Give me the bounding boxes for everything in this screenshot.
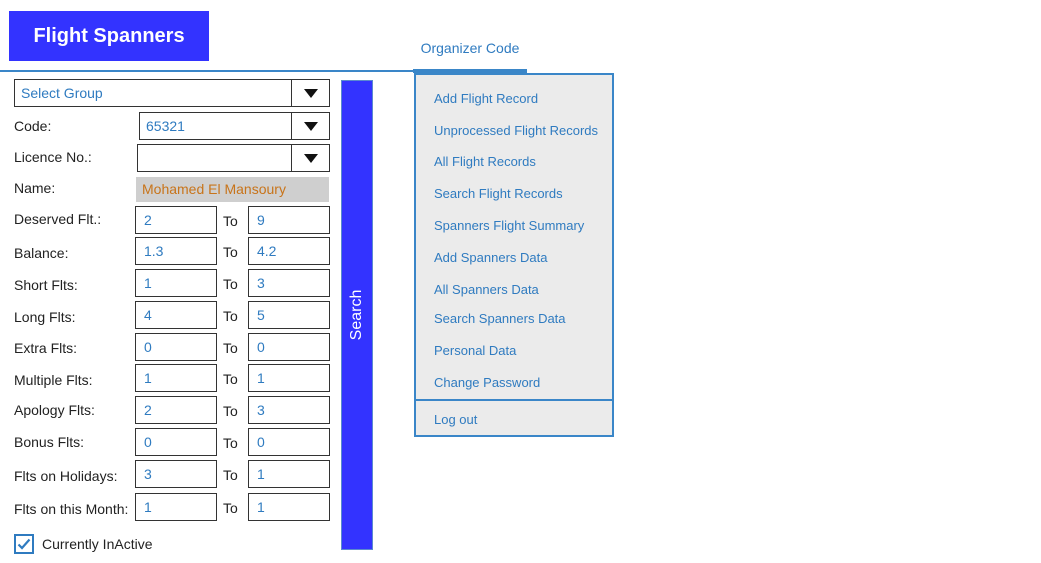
name-field: Mohamed El Mansoury <box>136 177 329 202</box>
menu-item-add-flight-record[interactable]: Add Flight Record <box>434 91 539 106</box>
to-label: To <box>223 435 238 451</box>
menu-item-log-out[interactable]: Log out <box>434 412 478 427</box>
chevron-down-icon[interactable] <box>291 145 329 171</box>
organizer-menu: Add Flight Record Unprocessed Flight Rec… <box>414 73 614 437</box>
inactive-checkbox[interactable] <box>14 534 34 554</box>
search-button[interactable]: Search <box>341 80 373 550</box>
range-from-input[interactable]: 2 <box>135 396 217 424</box>
app-logo[interactable]: Flight Spanners <box>9 11 209 61</box>
menu-item-personal-data[interactable]: Personal Data <box>434 343 517 358</box>
range-label: Flts on this Month: <box>14 501 129 517</box>
range-label: Multiple Flts: <box>14 372 93 388</box>
range-to-input[interactable]: 5 <box>248 301 330 329</box>
range-label: Apology Flts: <box>14 402 95 418</box>
menu-item-search-flight-records[interactable]: Search Flight Records <box>434 186 563 201</box>
licence-label: Licence No.: <box>14 149 92 165</box>
tab-active-indicator <box>413 69 527 73</box>
range-from-input[interactable]: 1.3 <box>135 237 217 265</box>
range-to-input[interactable]: 1 <box>248 460 330 488</box>
chevron-down-icon[interactable] <box>291 80 329 106</box>
range-label: Deserved Flt.: <box>14 211 102 227</box>
range-from-input[interactable]: 0 <box>135 333 217 361</box>
header-divider <box>0 70 415 72</box>
code-select-value: 65321 <box>146 118 185 134</box>
menu-item-all-flight-records[interactable]: All Flight Records <box>434 154 536 169</box>
to-label: To <box>223 371 238 387</box>
range-from-input[interactable]: 1 <box>135 493 217 521</box>
licence-select[interactable] <box>137 144 330 172</box>
to-label: To <box>223 276 238 292</box>
range-from-input[interactable]: 1 <box>135 364 217 392</box>
menu-item-spanners-flight-summary[interactable]: Spanners Flight Summary <box>434 218 585 233</box>
search-button-label: Search <box>348 289 365 341</box>
range-to-input[interactable]: 1 <box>248 364 330 392</box>
name-label: Name: <box>14 180 56 196</box>
menu-item-search-spanners-data[interactable]: Search Spanners Data <box>434 311 566 326</box>
to-label: To <box>223 213 238 229</box>
range-to-input[interactable]: 1 <box>248 493 330 521</box>
range-label: Balance: <box>14 245 69 261</box>
range-label: Bonus Flts: <box>14 434 85 450</box>
tab-organizer-code[interactable]: Organizer Code <box>420 40 520 56</box>
code-select[interactable]: 65321 <box>139 112 330 140</box>
range-to-input[interactable]: 0 <box>248 333 330 361</box>
range-to-input[interactable]: 9 <box>248 206 330 234</box>
code-label: Code: <box>14 118 52 134</box>
range-from-input[interactable]: 2 <box>135 206 217 234</box>
menu-divider <box>416 399 612 401</box>
range-label: Long Flts: <box>14 309 76 325</box>
range-to-input[interactable]: 3 <box>248 269 330 297</box>
menu-item-add-spanners-data[interactable]: Add Spanners Data <box>434 250 548 265</box>
to-label: To <box>223 308 238 324</box>
chevron-down-icon[interactable] <box>291 113 329 139</box>
menu-item-all-spanners-data[interactable]: All Spanners Data <box>434 282 539 297</box>
to-label: To <box>223 244 238 260</box>
menu-item-unprocessed-flight-records[interactable]: Unprocessed Flight Records <box>434 123 599 138</box>
range-to-input[interactable]: 3 <box>248 396 330 424</box>
to-label: To <box>223 500 238 516</box>
group-select[interactable]: Select Group <box>14 79 330 107</box>
range-label: Short Flts: <box>14 277 78 293</box>
range-to-input[interactable]: 0 <box>248 428 330 456</box>
inactive-checkbox-label: Currently InActive <box>42 536 153 552</box>
range-to-input[interactable]: 4.2 <box>248 237 330 265</box>
range-from-input[interactable]: 3 <box>135 460 217 488</box>
range-from-input[interactable]: 0 <box>135 428 217 456</box>
to-label: To <box>223 340 238 356</box>
range-label: Extra Flts: <box>14 340 78 356</box>
to-label: To <box>223 403 238 419</box>
range-label: Flts on Holidays: <box>14 468 118 484</box>
group-select-value: Select Group <box>21 85 103 101</box>
range-from-input[interactable]: 1 <box>135 269 217 297</box>
menu-item-change-password[interactable]: Change Password <box>434 375 541 390</box>
to-label: To <box>223 467 238 483</box>
checkmark-icon <box>17 538 31 550</box>
range-from-input[interactable]: 4 <box>135 301 217 329</box>
